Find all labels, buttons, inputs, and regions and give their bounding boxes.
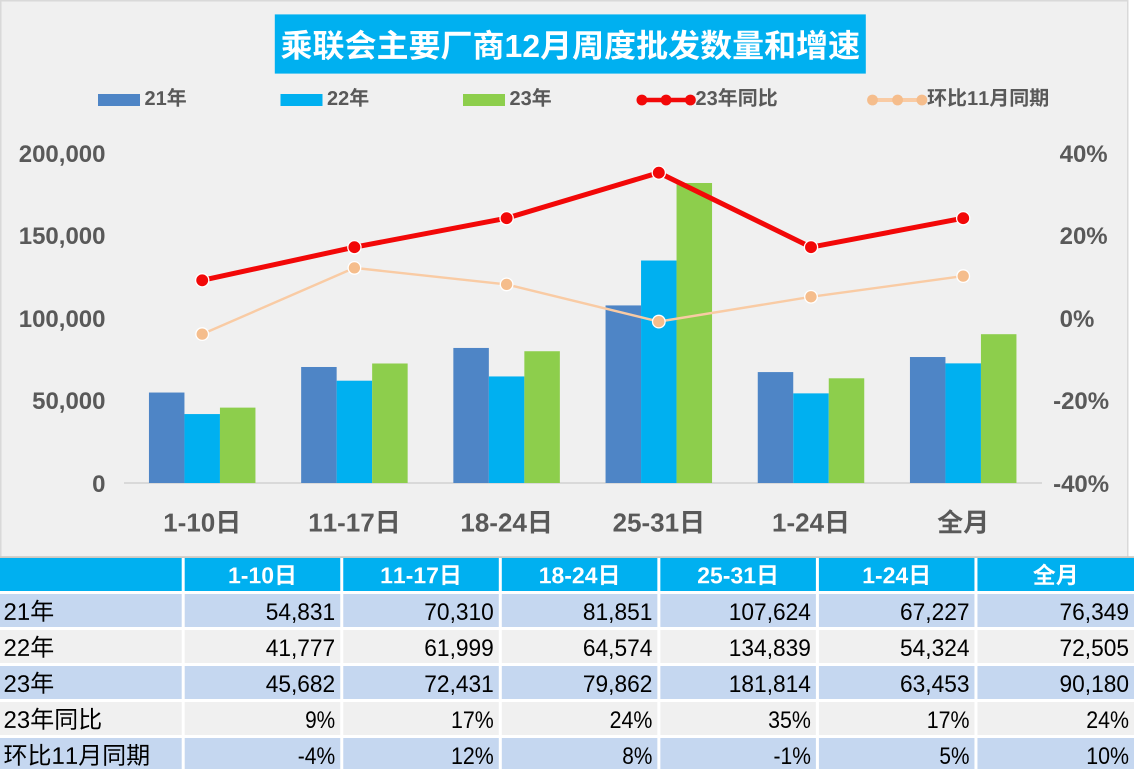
svg-text:17%: 17% (451, 707, 494, 734)
svg-text:10%: 10% (1086, 743, 1129, 769)
svg-text:107,624: 107,624 (729, 599, 811, 626)
svg-text:200,000: 200,000 (19, 141, 106, 168)
svg-text:40%: 40% (1060, 141, 1108, 168)
svg-text:134,839: 134,839 (729, 635, 811, 662)
svg-text:-1%: -1% (774, 743, 811, 769)
svg-text:76,349: 76,349 (1060, 599, 1130, 626)
svg-text:100,000: 100,000 (19, 306, 106, 333)
svg-text:35%: 35% (768, 707, 811, 734)
svg-text:181,814: 181,814 (729, 671, 811, 698)
svg-text:150,000: 150,000 (19, 223, 106, 250)
svg-text:54,324: 54,324 (900, 635, 970, 662)
svg-text:24%: 24% (610, 707, 653, 734)
svg-text:79,862: 79,862 (583, 671, 653, 698)
svg-text:81,851: 81,851 (583, 599, 653, 626)
svg-text:-4%: -4% (298, 743, 335, 769)
svg-text:90,180: 90,180 (1060, 671, 1130, 698)
svg-text:0%: 0% (1060, 306, 1095, 333)
svg-text:72,431: 72,431 (424, 671, 494, 698)
svg-text:70,310: 70,310 (424, 599, 494, 626)
svg-text:5%: 5% (939, 743, 969, 769)
svg-text:8%: 8% (622, 743, 652, 769)
svg-text:54,831: 54,831 (266, 599, 336, 626)
svg-text:61,999: 61,999 (424, 635, 494, 662)
svg-text:0: 0 (92, 471, 105, 498)
svg-text:41,777: 41,777 (266, 635, 336, 662)
svg-text:20%: 20% (1060, 223, 1108, 250)
svg-text:17%: 17% (927, 707, 970, 734)
svg-text:67,227: 67,227 (900, 599, 970, 626)
svg-text:-40%: -40% (1053, 471, 1109, 498)
svg-text:72,505: 72,505 (1060, 635, 1130, 662)
svg-text:50,000: 50,000 (32, 388, 105, 415)
svg-text:24%: 24% (1086, 707, 1129, 734)
svg-text:64,574: 64,574 (583, 635, 653, 662)
svg-text:9%: 9% (305, 707, 335, 734)
svg-text:-20%: -20% (1053, 388, 1109, 415)
svg-text:12%: 12% (451, 743, 494, 769)
svg-text:45,682: 45,682 (266, 671, 336, 698)
svg-text:63,453: 63,453 (900, 671, 970, 698)
